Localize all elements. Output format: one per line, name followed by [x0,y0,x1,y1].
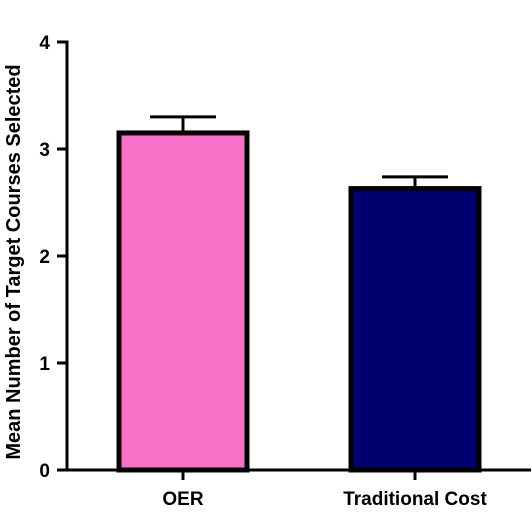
y-tick-label: 4 [39,33,50,54]
bar-1 [116,130,250,473]
y-axis: 0 1 2 3 4 [39,33,69,482]
bar-2 [348,186,482,473]
y-tick-label: 0 [39,461,50,482]
x-axis: OER Traditional Cost [65,468,531,510]
y-tick-label: 2 [39,247,50,268]
bars [116,115,482,473]
x-tick-label: Traditional Cost [343,489,487,510]
y-tick-label: 3 [39,140,50,161]
x-tick-label: OER [162,489,203,510]
y-tick-label: 1 [39,354,50,375]
y-axis-title: Mean Number of Target Courses Selected [3,64,25,459]
